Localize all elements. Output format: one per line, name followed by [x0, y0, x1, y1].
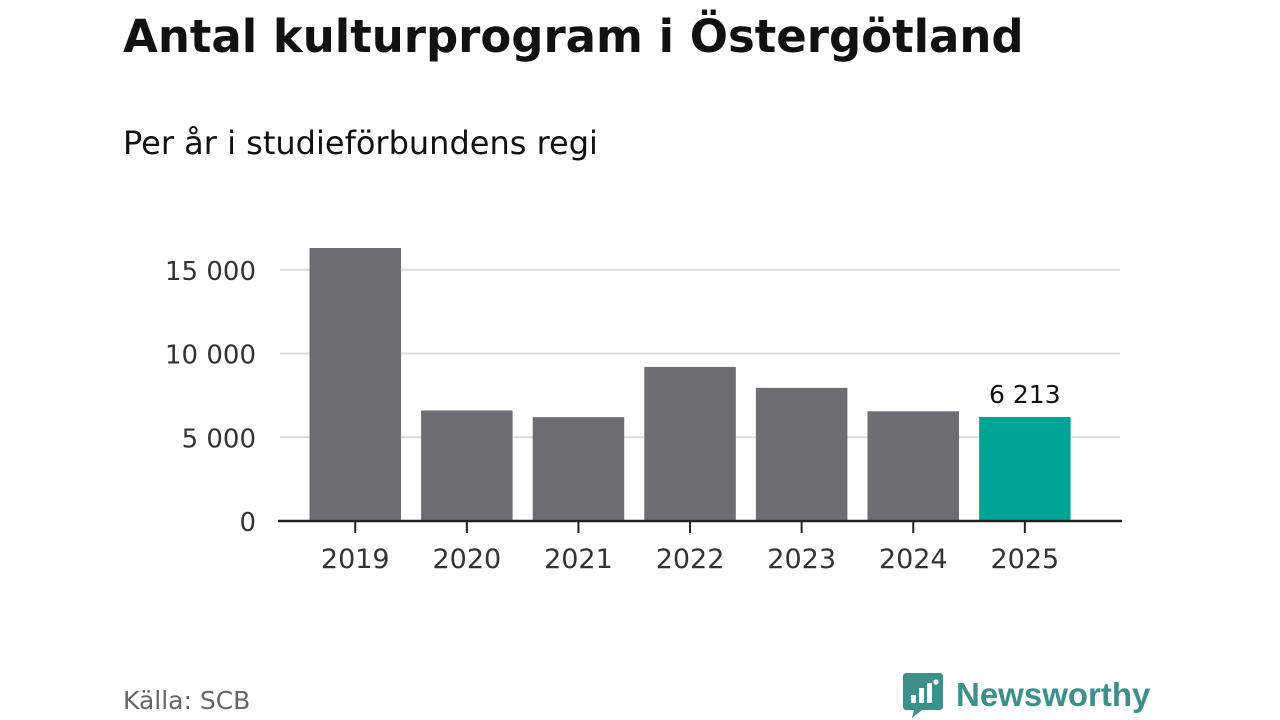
data-label: 6 213 [989, 380, 1061, 409]
x-tick-label: 2025 [990, 544, 1059, 575]
bar-2021 [532, 417, 625, 521]
x-tick-label: 2023 [767, 544, 836, 575]
brand-name: Newsworthy [956, 676, 1151, 713]
axes [278, 519, 1122, 533]
bar-2022 [644, 366, 736, 521]
bar-2025 [979, 416, 1071, 521]
bar-2020 [421, 410, 513, 521]
x-tick-label: 2024 [879, 544, 948, 575]
x-tick-label: 2021 [544, 544, 613, 575]
bar-2023 [755, 387, 848, 521]
labels: 0 5 000 10 000 15 000 2019 2020 2021 2022 2023 20… [165, 257, 1061, 575]
x-tick-label: 2020 [432, 544, 501, 575]
source-note: Källa: SCB [123, 686, 251, 715]
brand-logo: Newsworthy [902, 670, 1150, 720]
bars [309, 248, 1071, 521]
chart-title: Antal kulturprogram i Östergötland [123, 10, 1024, 63]
y-tick-label: 15 000 [165, 257, 256, 287]
bar-2024 [867, 411, 959, 521]
y-tick-label: 0 [239, 508, 256, 538]
y-tick-label: 5 000 [182, 424, 256, 454]
newsworthy-logo-icon [903, 673, 943, 718]
bar-2019 [309, 248, 401, 521]
x-tick-label: 2019 [321, 544, 390, 575]
chart-subtitle: Per år i studieförbundens regi [123, 124, 598, 162]
y-tick-label: 10 000 [165, 341, 256, 371]
x-tick-label: 2022 [656, 544, 725, 575]
